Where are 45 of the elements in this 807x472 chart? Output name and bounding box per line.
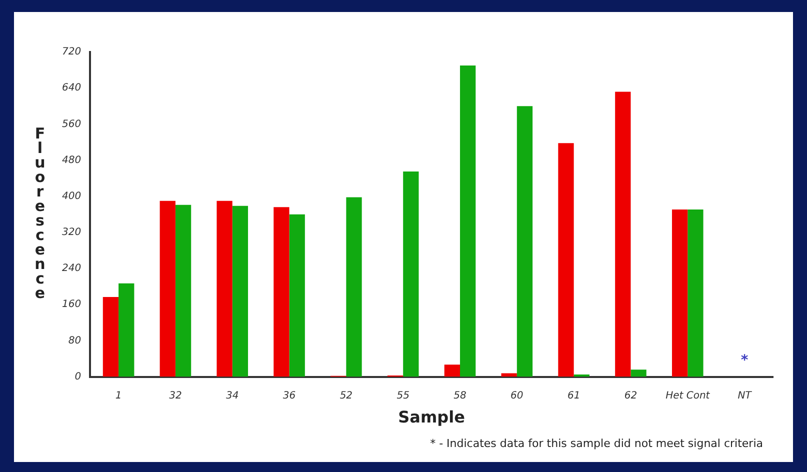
y-tick-label: 640 [62,82,82,94]
y-tick-label: 240 [62,263,82,274]
bar [460,66,476,377]
bar [232,206,248,377]
x-axis-title: Sample [398,408,466,427]
x-tick-label: 60 [510,390,524,402]
bar [102,296,119,377]
y-tick-label: 160 [62,299,82,310]
bar [672,209,688,377]
text: * - Indicates data for this sample did not meet signal criteria [430,436,763,450]
x-tick-label: 62 [624,390,638,402]
bar [403,172,419,377]
x-tick-label: 58 [454,390,466,402]
x-tick-label: 1 [115,390,122,402]
bar [516,106,533,377]
y-tick-label: 80 [68,335,82,346]
x-tick-label: 36 [282,390,296,402]
bar [274,207,290,377]
bar [615,92,631,377]
x-tick-label: 61 [567,390,580,402]
y-tick-label: 320 [62,227,82,238]
x-tick-label: Het Cont [666,390,711,402]
y-tick-label: 480 [62,154,82,166]
annotation: * [740,352,749,368]
x-tick-label: 52 [340,390,353,402]
x-tick-label: 55 [396,390,410,402]
text: Fluorescence [34,124,46,302]
bar [118,283,134,377]
bar [630,370,646,377]
bar [558,143,574,377]
bar [160,200,176,377]
bar [444,364,460,377]
bar [289,214,305,377]
bar [175,204,192,377]
x-tick-label: 34 [226,390,239,402]
y-tick-label: 400 [62,190,82,202]
bar [688,209,704,377]
bar [346,197,362,377]
y-tick-label: 0 [74,371,82,382]
bar [501,373,517,377]
x-tick-label: NT [738,390,752,402]
y-tick-label: 560 [62,118,82,130]
bar [216,200,232,377]
y-tick-label: 720 [62,46,82,58]
x-tick-label: 32 [169,390,182,402]
